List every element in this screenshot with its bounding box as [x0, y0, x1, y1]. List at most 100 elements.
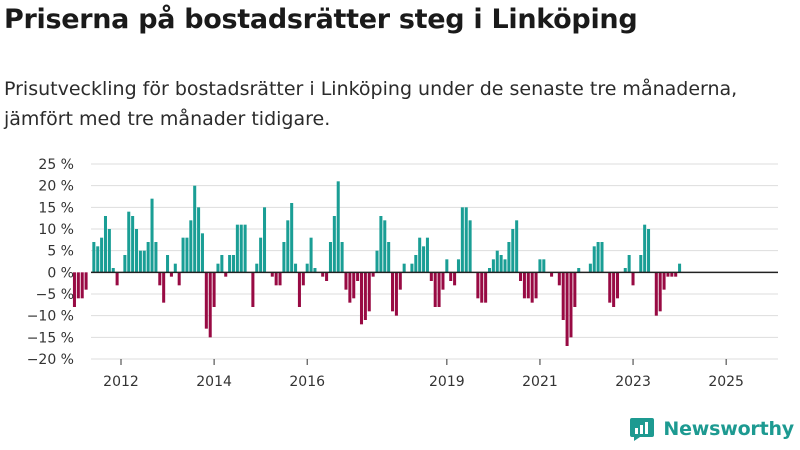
bar — [294, 263, 298, 273]
bar — [154, 242, 158, 273]
bar — [212, 272, 216, 307]
bar — [146, 242, 150, 273]
bar — [367, 272, 371, 312]
bar — [313, 268, 317, 273]
bar — [301, 272, 305, 286]
bar — [138, 250, 142, 273]
bar — [356, 272, 360, 281]
y-tick-label: −20 % — [27, 352, 74, 368]
bar — [371, 272, 375, 277]
bar — [375, 250, 379, 273]
bar — [111, 268, 115, 273]
bar — [216, 263, 220, 273]
bar — [437, 272, 441, 307]
brand-name: Newsworthy — [663, 418, 794, 440]
bar — [542, 259, 546, 273]
bar — [534, 272, 538, 299]
bar — [573, 272, 577, 307]
bar — [456, 259, 460, 273]
bar — [332, 216, 336, 273]
bar — [96, 246, 100, 273]
bar — [135, 229, 139, 273]
bar — [259, 237, 263, 273]
bar — [286, 220, 290, 273]
y-tick-label: 20 % — [38, 179, 74, 195]
bar — [231, 255, 236, 273]
bar — [674, 272, 678, 277]
newsworthy-logo-icon — [630, 418, 655, 441]
bar — [402, 263, 406, 273]
bar — [639, 255, 643, 273]
bar — [127, 211, 131, 273]
bar — [484, 272, 488, 303]
bar — [643, 224, 647, 273]
bar — [538, 259, 542, 273]
bar — [678, 263, 682, 273]
bar — [511, 229, 515, 273]
bar — [433, 272, 437, 307]
bar — [243, 224, 247, 273]
bar — [100, 237, 104, 273]
bar — [103, 216, 107, 273]
x-tick-label: 2014 — [196, 374, 232, 390]
bar — [177, 272, 181, 286]
bar — [429, 272, 433, 281]
bar — [379, 216, 383, 273]
bar — [410, 263, 414, 273]
bar — [600, 242, 604, 273]
bar — [344, 272, 348, 290]
bar — [290, 203, 294, 273]
bar — [297, 272, 301, 307]
bar — [577, 268, 581, 273]
bar — [228, 255, 232, 273]
bar — [499, 255, 503, 273]
bar — [441, 272, 445, 290]
bar — [503, 259, 507, 273]
y-axis: 25 % 20 % 15 % 10 % 5 % 0 % −5 % −10 % −15 % −20 … — [27, 157, 74, 368]
bar — [340, 242, 344, 273]
bar — [92, 242, 96, 273]
y-tick-label: 10 % — [38, 222, 74, 238]
bar — [131, 216, 135, 273]
bar — [150, 198, 154, 273]
chart-title: Priserna på bostadsrätter steg i Linköpi… — [4, 4, 638, 35]
bar — [480, 272, 484, 303]
bar — [181, 237, 185, 273]
bar — [115, 272, 119, 286]
y-tick-label: −10 % — [27, 309, 74, 325]
x-axis: 2012 2014 2016 2019 2021 2023 2025 — [103, 359, 744, 390]
bar — [662, 272, 666, 290]
bar — [321, 272, 325, 277]
bar — [107, 229, 111, 273]
bar — [670, 272, 674, 277]
bar — [142, 250, 146, 273]
bar — [84, 272, 88, 290]
x-tick-label: 2012 — [103, 374, 139, 390]
bar — [612, 272, 616, 307]
bar — [282, 242, 286, 273]
bar — [468, 220, 472, 273]
bar — [588, 263, 592, 273]
bar — [239, 224, 243, 273]
bar — [491, 259, 495, 273]
y-tick-label: 15 % — [38, 200, 74, 216]
bar — [522, 272, 526, 299]
bar — [263, 207, 267, 273]
bar — [278, 272, 282, 286]
bar — [189, 220, 193, 273]
bar — [328, 242, 332, 273]
bar — [394, 272, 398, 316]
bar — [647, 229, 651, 273]
bar — [325, 272, 329, 281]
bar — [204, 272, 208, 329]
bar — [495, 250, 499, 273]
bar — [422, 246, 426, 273]
bar — [464, 207, 468, 273]
bar — [627, 255, 631, 273]
bar — [224, 272, 228, 277]
bar — [80, 272, 84, 299]
bar — [526, 272, 530, 299]
y-tick-label: 0 % — [47, 265, 74, 281]
bar — [235, 224, 239, 273]
